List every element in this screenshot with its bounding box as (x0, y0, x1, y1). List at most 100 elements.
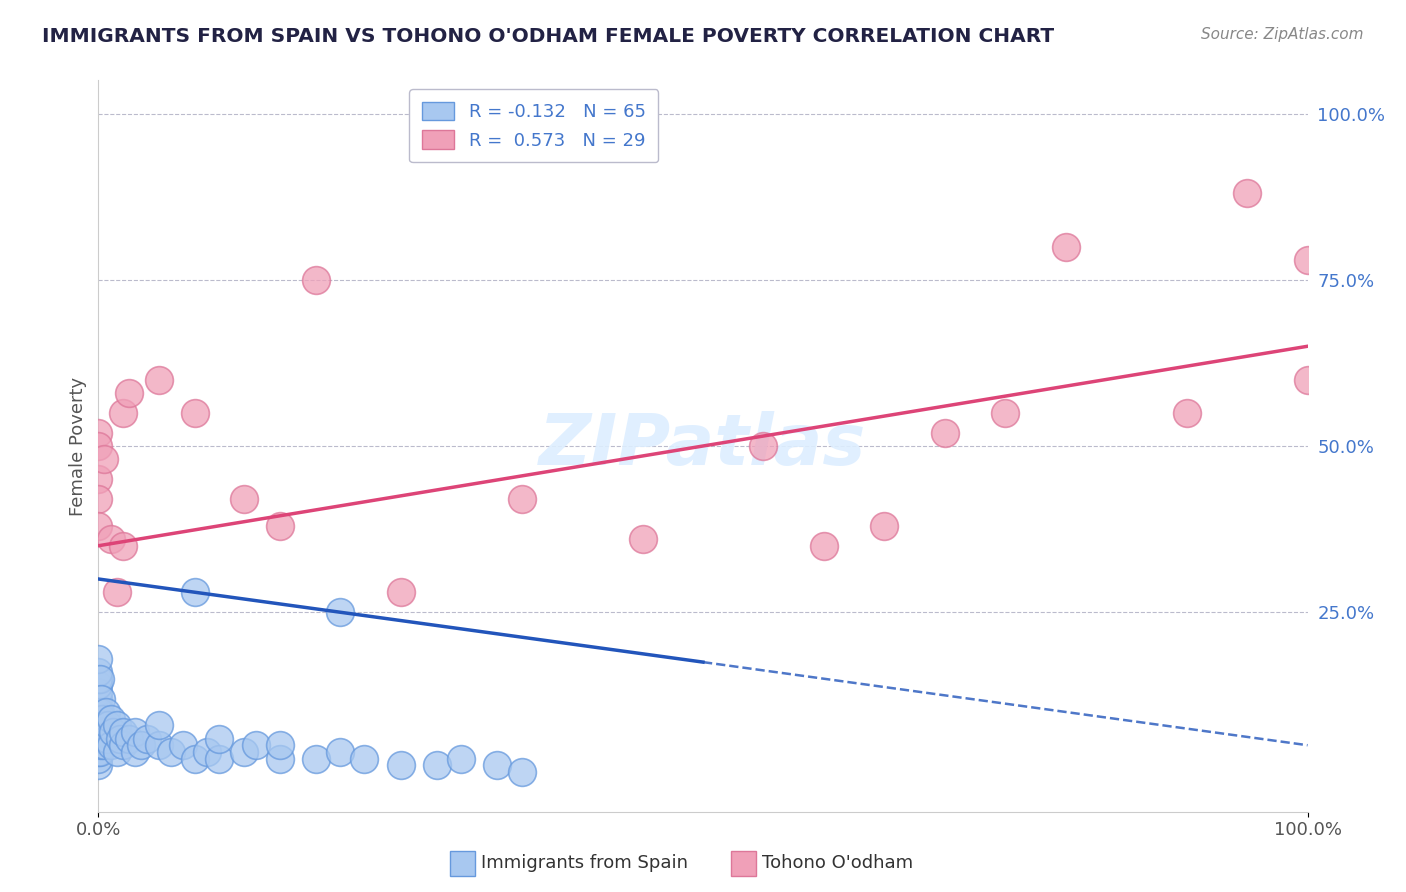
Point (118, 731, 141, 746)
Point (97, 718, 120, 732)
Point (129, 738, 152, 752)
Point (752, 439, 775, 453)
Point (111, 406, 134, 420)
Point (87, 738, 110, 752)
Point (245, 738, 267, 752)
Point (450, 751, 472, 765)
Point (1175, 406, 1198, 420)
Point (172, 738, 194, 752)
Point (87, 439, 110, 453)
Point (232, 745, 254, 759)
Point (87, 652, 110, 666)
Point (87, 665, 110, 679)
Legend: R = -0.132   N = 65, R =  0.573   N = 29: R = -0.132 N = 65, R = 0.573 N = 29 (409, 89, 658, 162)
Point (124, 745, 146, 759)
Point (934, 425, 956, 440)
Text: Immigrants from Spain: Immigrants from Spain (481, 855, 688, 872)
Point (329, 605, 352, 619)
Point (87, 672, 110, 686)
Point (232, 492, 254, 507)
Point (87, 725, 110, 739)
Point (813, 539, 835, 553)
Point (195, 745, 218, 759)
Point (93, 718, 115, 732)
Point (486, 758, 509, 772)
Point (389, 758, 412, 772)
Point (1236, 186, 1258, 201)
Point (1296, 252, 1319, 267)
Point (87, 731, 110, 746)
Text: IMMIGRANTS FROM SPAIN VS TOHONO O'ODHAM FEMALE POVERTY CORRELATION CHART: IMMIGRANTS FROM SPAIN VS TOHONO O'ODHAM … (42, 27, 1054, 45)
Point (87, 718, 110, 732)
Point (111, 725, 134, 739)
Point (100, 712, 122, 726)
Point (305, 273, 328, 287)
Point (87, 425, 110, 440)
Point (105, 718, 128, 732)
Point (148, 738, 170, 752)
Point (87, 705, 110, 719)
Point (87, 691, 110, 706)
Point (305, 751, 328, 765)
Point (100, 532, 122, 546)
Point (1054, 239, 1077, 253)
Point (184, 585, 207, 599)
Point (510, 764, 533, 779)
Point (105, 585, 128, 599)
Point (135, 731, 157, 746)
Point (87, 751, 110, 765)
Point (89, 672, 111, 686)
Point (184, 751, 207, 765)
Point (873, 518, 896, 533)
Point (94, 705, 117, 719)
Point (426, 758, 449, 772)
Point (108, 731, 131, 746)
Point (148, 718, 170, 732)
Point (208, 731, 231, 746)
Point (89, 705, 111, 719)
Point (87, 518, 110, 533)
Point (93, 738, 115, 752)
Point (87, 745, 110, 759)
Point (124, 725, 146, 739)
Point (90, 718, 112, 732)
Point (269, 738, 291, 752)
Point (101, 725, 124, 739)
Point (93, 452, 115, 467)
Point (1296, 372, 1319, 386)
Point (87, 685, 110, 699)
Point (91, 712, 114, 726)
Point (90, 691, 112, 706)
Text: Tohono O'odham: Tohono O'odham (762, 855, 912, 872)
Point (269, 518, 291, 533)
Point (87, 678, 110, 692)
Point (87, 758, 110, 772)
Text: ZIPatlas: ZIPatlas (540, 411, 866, 481)
Point (184, 406, 207, 420)
Point (118, 385, 141, 400)
Point (389, 585, 412, 599)
Point (100, 738, 122, 752)
Point (631, 532, 654, 546)
Point (96, 731, 118, 746)
Point (269, 751, 291, 765)
Point (89, 725, 111, 739)
Y-axis label: Female Poverty: Female Poverty (69, 376, 87, 516)
Point (87, 492, 110, 507)
Point (329, 745, 352, 759)
Point (111, 539, 134, 553)
Point (89, 745, 111, 759)
Point (87, 472, 110, 486)
Point (148, 372, 170, 386)
Point (91, 725, 114, 739)
Point (105, 745, 128, 759)
Text: Source: ZipAtlas.com: Source: ZipAtlas.com (1201, 27, 1364, 42)
Point (87, 712, 110, 726)
Point (90, 738, 112, 752)
Point (111, 738, 134, 752)
Point (510, 492, 533, 507)
Point (160, 745, 183, 759)
Point (208, 751, 231, 765)
Point (994, 406, 1017, 420)
Point (353, 751, 375, 765)
